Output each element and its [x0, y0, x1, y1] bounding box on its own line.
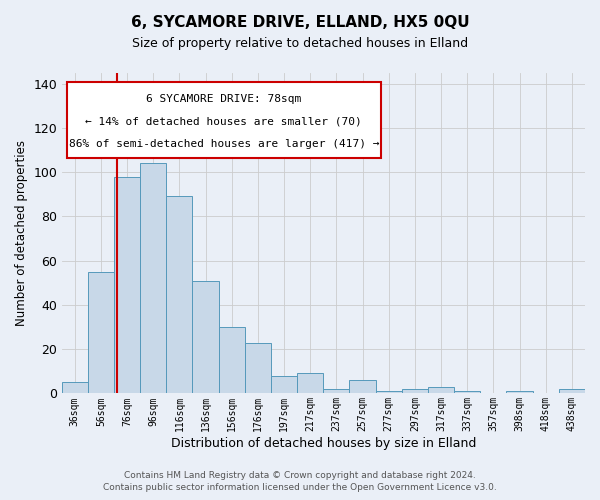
Bar [454, 391, 481, 394]
X-axis label: Distribution of detached houses by size in Elland: Distribution of detached houses by size … [170, 437, 476, 450]
Text: ← 14% of detached houses are smaller (70): ← 14% of detached houses are smaller (70… [85, 116, 362, 126]
FancyBboxPatch shape [67, 82, 381, 158]
Bar [323, 389, 349, 394]
Bar [193, 280, 218, 394]
Bar [402, 389, 428, 394]
Bar [506, 391, 533, 394]
Bar [376, 391, 402, 394]
Bar [349, 380, 376, 394]
Text: 6, SYCAMORE DRIVE, ELLAND, HX5 0QU: 6, SYCAMORE DRIVE, ELLAND, HX5 0QU [131, 15, 469, 30]
Bar [140, 163, 166, 394]
Bar [245, 342, 271, 394]
Y-axis label: Number of detached properties: Number of detached properties [15, 140, 28, 326]
Text: 86% of semi-detached houses are larger (417) →: 86% of semi-detached houses are larger (… [68, 139, 379, 149]
Text: 6 SYCAMORE DRIVE: 78sqm: 6 SYCAMORE DRIVE: 78sqm [146, 94, 301, 104]
Bar [166, 196, 193, 394]
Bar [297, 374, 323, 394]
Text: Contains public sector information licensed under the Open Government Licence v3: Contains public sector information licen… [103, 483, 497, 492]
Bar [114, 176, 140, 394]
Text: Contains HM Land Registry data © Crown copyright and database right 2024.: Contains HM Land Registry data © Crown c… [124, 470, 476, 480]
Bar [62, 382, 88, 394]
Bar [218, 327, 245, 394]
Bar [428, 387, 454, 394]
Bar [271, 376, 297, 394]
Bar [88, 272, 114, 394]
Bar [559, 389, 585, 394]
Text: Size of property relative to detached houses in Elland: Size of property relative to detached ho… [132, 38, 468, 51]
